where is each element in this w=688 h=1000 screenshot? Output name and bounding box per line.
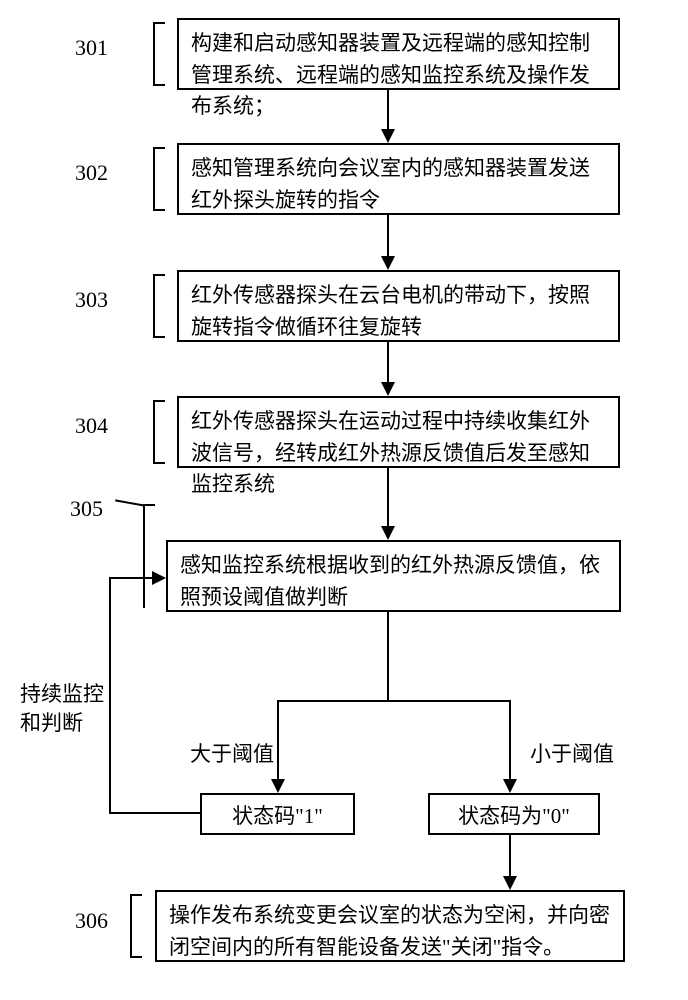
- step-label-305: 305: [70, 496, 103, 522]
- feedback-arrowhead: [152, 571, 166, 585]
- edge-label-feedback: 持续监控 和判断: [20, 680, 104, 739]
- step-box-304: 红外传感器探头在运动过程中持续收集红外波信号，经转成红外热源反馈值后发至感知监控…: [177, 396, 620, 468]
- edge-label-lt: 小于阈值: [530, 740, 614, 769]
- branch-box-0: 状态码为"0": [428, 793, 600, 835]
- arrow-301-302: [387, 90, 389, 131]
- step-box-306: 操作发布系统变更会议室的状态为空闲，并向密闭空间内的所有智能设备发送"关闭"指令…: [155, 890, 625, 962]
- bracket-306: [130, 894, 142, 958]
- h-split: [278, 700, 510, 702]
- arrowhead-right-to-306: [503, 876, 517, 890]
- arrow-right-to-306: [509, 835, 511, 878]
- bracket-301: [153, 22, 165, 86]
- bracket-303: [153, 274, 165, 338]
- arrow-304-305: [387, 468, 389, 528]
- bracket-304: [153, 400, 165, 464]
- step-box-303: 红外传感器探头在云台电机的带动下，按照旋转指令做循环往复旋转: [177, 270, 620, 342]
- feedback-h1: [109, 812, 200, 814]
- step-label-306: 306: [75, 908, 108, 934]
- arrowhead-left-branch: [271, 779, 285, 793]
- arrowhead-right-branch: [503, 779, 517, 793]
- arrowhead-304-305: [381, 526, 395, 540]
- step-box-301: 构建和启动感知器装置及远程端的感知控制管理系统、远程端的感知监控系统及操作发布系…: [177, 18, 620, 90]
- arrowhead-303-304: [381, 382, 395, 396]
- step-label-301: 301: [75, 35, 108, 61]
- line-305-split: [387, 612, 389, 700]
- bracket-302: [153, 147, 165, 211]
- arrow-left-branch: [277, 700, 279, 781]
- feedback-v: [109, 577, 111, 814]
- arrow-303-304: [387, 342, 389, 384]
- branch-box-1: 状态码"1": [200, 793, 355, 835]
- step-box-302: 感知管理系统向会议室内的感知器装置发送红外探头旋转的指令: [177, 143, 620, 215]
- arrow-right-branch: [509, 700, 511, 781]
- arrowhead-301-302: [381, 129, 395, 143]
- bracket-305-tail: [115, 499, 145, 506]
- step-label-302: 302: [75, 160, 108, 186]
- step-box-305: 感知监控系统根据收到的红外热源反馈值，依照预设阈值做判断: [166, 540, 621, 612]
- arrow-302-303: [387, 215, 389, 258]
- bracket-305: [143, 504, 155, 608]
- step-label-304: 304: [75, 413, 108, 439]
- arrowhead-302-303: [381, 256, 395, 270]
- step-label-303: 303: [75, 287, 108, 313]
- feedback-h2: [109, 577, 154, 579]
- flowchart-container: 301 构建和启动感知器装置及远程端的感知控制管理系统、远程端的感知监控系统及操…: [0, 0, 688, 1000]
- edge-label-gt: 大于阈值: [190, 740, 274, 769]
